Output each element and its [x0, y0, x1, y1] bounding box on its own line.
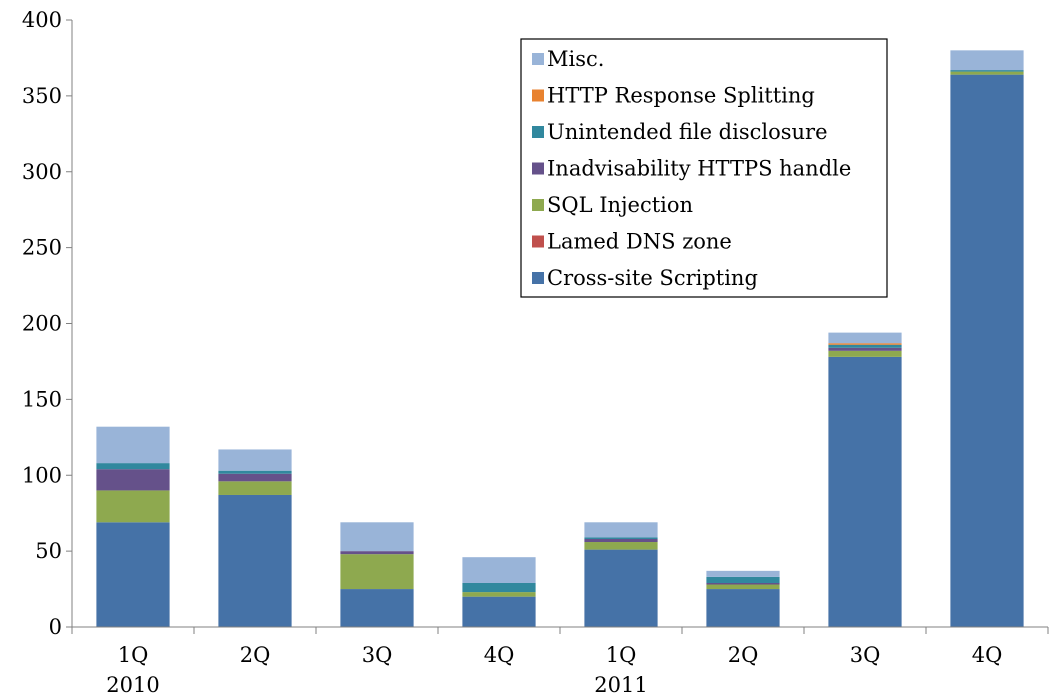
- y-tick-label: 300: [22, 160, 62, 184]
- y-tick-label: 50: [35, 539, 62, 563]
- bar-segment-1-series-5: [96, 463, 170, 470]
- bar-segment-7-series-6: [828, 343, 902, 345]
- x-tick-label: 1Q: [606, 643, 637, 667]
- bar-segment-7-series-4: [828, 347, 902, 351]
- x-tick-label: 2Q: [240, 643, 271, 667]
- bar-segment-6-series-5: [706, 576, 780, 583]
- x-group-label: 2011: [594, 673, 647, 697]
- bar-segment-5-series-3: [584, 542, 658, 550]
- legend-swatch: [532, 89, 544, 102]
- bar-segment-8-series-3: [950, 71, 1024, 75]
- bar-segment-2-series-4: [218, 473, 292, 482]
- x-group-label: 2010: [106, 673, 159, 697]
- bar-segment-7-series-5: [828, 344, 902, 348]
- bar-segment-7-series-1: [828, 356, 902, 627]
- legend-swatch: [532, 272, 544, 284]
- x-tick-label: 3Q: [362, 643, 393, 667]
- bar-segment-1-series-1: [96, 522, 170, 627]
- bar-segment-3-series-3: [340, 554, 414, 590]
- bar-segment-7-series-7: [828, 332, 902, 344]
- bar-segment-5-series-5: [584, 537, 658, 539]
- bar-segment-3-series-7: [340, 522, 414, 552]
- bar-segment-6-series-7: [706, 570, 780, 577]
- bar-segment-8-series-7: [950, 50, 1024, 71]
- legend-label: HTTP Response Splitting: [547, 84, 815, 108]
- bar-segment-6-series-3: [706, 584, 780, 590]
- y-tick-label: 200: [22, 312, 62, 336]
- bar-segment-4-series-7: [462, 557, 536, 583]
- bar-segment-2-series-1: [218, 494, 292, 627]
- bar-segment-5-series-1: [584, 549, 658, 627]
- legend-label: Inadvisability HTTPS handle: [547, 157, 851, 181]
- bar-segment-2-series-7: [218, 449, 292, 471]
- legend-swatch: [532, 162, 544, 175]
- y-tick-label: 250: [22, 236, 62, 260]
- legend-label: SQL Injection: [547, 193, 693, 217]
- bar-segment-2-series-3: [218, 481, 292, 495]
- legend: Misc. HTTP Response Splitting Unintended f…: [520, 38, 888, 298]
- x-tick-label: 3Q: [850, 643, 881, 667]
- bar-segment-8-series-5: [950, 70, 1024, 72]
- x-tick-label: 4Q: [484, 643, 515, 667]
- legend-swatch: [532, 199, 544, 211]
- legend-label: Misc.: [547, 47, 604, 71]
- x-tick-label: 2Q: [728, 643, 759, 667]
- bar-segment-5-series-4: [584, 538, 658, 543]
- legend-label: Lamed DNS zone: [547, 230, 732, 254]
- x-tick-label: 4Q: [972, 643, 1003, 667]
- y-tick-label: 100: [22, 463, 62, 487]
- legend-label: Unintended file disclosure: [547, 120, 828, 144]
- bar-segment-8-series-1: [950, 74, 1024, 627]
- legend-label: Cross-site Scripting: [547, 266, 758, 290]
- x-tick-label: 1Q: [118, 643, 149, 667]
- bar-segment-4-series-3: [462, 592, 536, 597]
- axes-layer: 0 50 100 150 200 250 300 350 400 1Q 2Q 3Q 4Q 1Q 2Q 3Q 4Q…: [22, 8, 1049, 697]
- bar-segment-4-series-1: [462, 596, 536, 627]
- y-tick-label: 0: [49, 615, 62, 639]
- bar-segment-2-series-5: [218, 470, 292, 474]
- bar-segment-3-series-1: [340, 589, 414, 627]
- bar-segment-5-series-7: [584, 522, 658, 538]
- y-tick-label: 400: [22, 8, 62, 32]
- legend-swatch: [532, 53, 544, 65]
- bar-segment-1-series-3: [96, 490, 170, 523]
- y-tick-label: 350: [22, 84, 62, 108]
- bars-layer: [96, 50, 1024, 627]
- bar-segment-3-series-4: [340, 551, 414, 555]
- bar-segment-6-series-4: [706, 582, 780, 585]
- legend-swatch: [532, 126, 544, 138]
- bar-segment-7-series-3: [828, 350, 902, 357]
- bar-segment-1-series-7: [96, 426, 170, 464]
- bar-segment-6-series-1: [706, 589, 780, 627]
- legend-swatch: [532, 235, 544, 248]
- bar-segment-4-series-5: [462, 582, 536, 593]
- legend-box: [520, 38, 888, 298]
- bar-segment-1-series-4: [96, 469, 170, 491]
- y-tick-label: 150: [22, 387, 62, 411]
